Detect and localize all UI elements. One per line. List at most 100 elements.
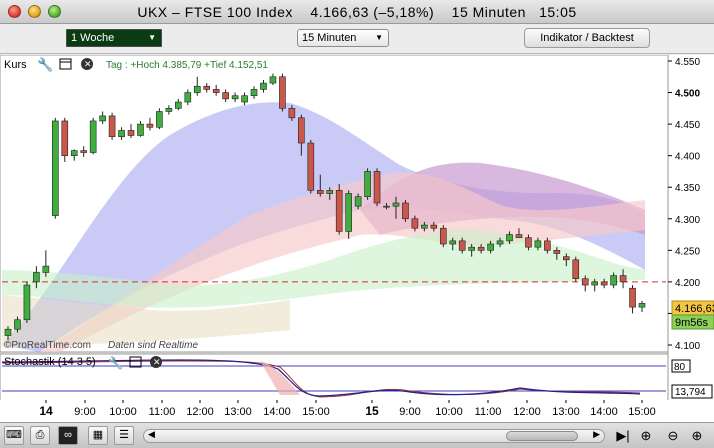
scroll-end-icon[interactable]: ▶|: [616, 428, 630, 443]
candle-down: [316, 190, 324, 194]
candle-down: [222, 92, 229, 100]
candle-down: [629, 287, 636, 308]
time-axis-label: 10:00: [435, 406, 463, 418]
scroll-right-icon[interactable]: ▶: [593, 429, 600, 439]
time-axis-label: 15:00: [302, 406, 330, 418]
price-axis-bg: [668, 55, 714, 403]
stoch-panel-label: Stochastik (14 3 5): [4, 356, 96, 368]
candle-up: [156, 111, 163, 128]
horizontal-scrollbar[interactable]: ◀ ▶: [143, 429, 605, 443]
price-tick-label: 4.300: [675, 215, 700, 226]
price-tick-label: 4.200: [675, 278, 700, 289]
candle-up: [4, 328, 12, 336]
window-icon[interactable]: [129, 356, 142, 368]
candle-up: [487, 243, 494, 251]
candle-up: [33, 272, 40, 283]
candle-down: [430, 224, 438, 229]
ma-ribbon-tan: [2, 295, 290, 347]
candle-down: [515, 234, 523, 239]
link-icon[interactable]: ∞: [58, 426, 78, 445]
price-tick-label: 4.500: [675, 89, 700, 100]
candle-up: [23, 284, 31, 321]
zoom-out-icon[interactable]: ⊖: [667, 428, 679, 443]
candle-up: [14, 319, 21, 330]
candle-up: [383, 205, 390, 208]
day-high-low-info: Tag : +Hoch 4.385,79 +Tief 4.152,51: [106, 60, 268, 71]
period-select-value: 1 Woche: [71, 32, 115, 44]
candle-down: [298, 117, 305, 144]
chart-area: 4.550 4.500 4.450 4.400 4.350 4.300 4.250 4.200…: [0, 55, 714, 403]
time-axis-svg: 14 9:00 10:00 11:00 12:00 13:00 14:00 15:00 15 9:…: [0, 400, 714, 422]
close-panel-icon[interactable]: [150, 356, 162, 368]
toolbar: 1 Woche ▼ 15 Minuten ▼ Indikator / Backt…: [0, 24, 714, 54]
close-panel-icon[interactable]: [81, 58, 93, 70]
candle-up: [421, 224, 428, 229]
price-tick-label: 4.100: [675, 341, 700, 352]
price-tick-label: 4.350: [675, 183, 700, 194]
candle-up: [269, 76, 277, 84]
time-axis-label: 14:00: [590, 406, 618, 418]
chart-svg[interactable]: 4.550 4.500 4.450 4.400 4.350 4.300 4.250 4.200…: [0, 55, 714, 403]
stoch-tick-80: 80: [674, 362, 686, 373]
title-bar: UKX – FTSE 100 Index 4.166,63 (–5,18%) 1…: [0, 0, 714, 24]
candle-down: [279, 76, 286, 109]
wrench-icon[interactable]: 🔧: [37, 56, 53, 73]
list-icon[interactable]: ☰: [114, 426, 134, 445]
candle-up: [260, 82, 267, 90]
minimize-window-button[interactable]: [28, 5, 41, 18]
countdown-label: 9m56s: [675, 317, 709, 329]
time-axis-label: 13:00: [224, 406, 252, 418]
scroll-left-icon[interactable]: ◀: [148, 429, 155, 439]
print-icon[interactable]: ⎙: [30, 426, 50, 445]
candle-down: [619, 275, 627, 283]
grid-icon[interactable]: ▦: [88, 426, 108, 445]
time-axis-label: 14: [39, 404, 53, 418]
candle-down: [127, 130, 135, 136]
candle-up: [231, 95, 239, 100]
main-panel-label: Kurs: [4, 59, 27, 71]
time-axis-label: 14:00: [263, 406, 291, 418]
candle-down: [525, 237, 532, 248]
candle-down: [335, 190, 343, 232]
candle-up: [364, 171, 371, 197]
stoch-value: 13,794: [675, 387, 706, 398]
close-window-button[interactable]: [8, 5, 21, 18]
time-labels: 14 9:00 10:00 11:00 12:00 13:00 14:00 15:00 15 9:…: [39, 400, 656, 418]
candle-up: [534, 240, 542, 248]
candles: [4, 73, 646, 340]
scroll-thumb[interactable]: [506, 431, 578, 441]
stoch-fill: [260, 361, 300, 395]
candle-down: [307, 142, 315, 191]
stoch-k-line: [1, 359, 641, 397]
candle-down: [288, 108, 296, 119]
interval-select[interactable]: 15 Minuten ▼: [297, 29, 389, 47]
candle-up: [468, 246, 475, 251]
zoom-window-button[interactable]: [48, 5, 61, 18]
last-price-label: 4.166,63: [675, 303, 714, 315]
candle-up: [193, 85, 201, 93]
candle-down: [553, 250, 561, 254]
time-axis-label: 13:00: [552, 406, 580, 418]
crosshair-zoom-icon[interactable]: ⊕: [640, 428, 652, 443]
candle-up: [118, 130, 125, 138]
candle-down: [581, 278, 589, 286]
candle-down: [458, 240, 466, 251]
time-axis-label: 15: [365, 404, 379, 418]
candle-down: [373, 171, 381, 204]
candle-down: [80, 150, 88, 153]
watermark: ©ProRealTime.com: [4, 340, 91, 351]
wrench-icon[interactable]: 🔧: [108, 355, 123, 370]
candle-up: [250, 89, 258, 97]
candle-down: [411, 218, 419, 229]
indicator-backtest-button[interactable]: Indikator / Backtest: [524, 28, 650, 48]
candle-up: [52, 120, 59, 216]
zoom-in-icon[interactable]: ⊕: [691, 428, 703, 443]
candle-up: [591, 281, 598, 286]
candle-up: [89, 120, 97, 153]
period-select[interactable]: 1 Woche ▼: [66, 29, 162, 47]
keyboard-icon[interactable]: ⌨: [4, 426, 24, 445]
status-bar: ⌨ ⎙ ∞ ▦ ☰ ◀ ▶ ▶| ⊕ ⊖ ⊕: [0, 422, 714, 448]
candle-down: [61, 120, 69, 156]
window-icon[interactable]: [59, 58, 72, 70]
candle-up: [392, 202, 400, 207]
